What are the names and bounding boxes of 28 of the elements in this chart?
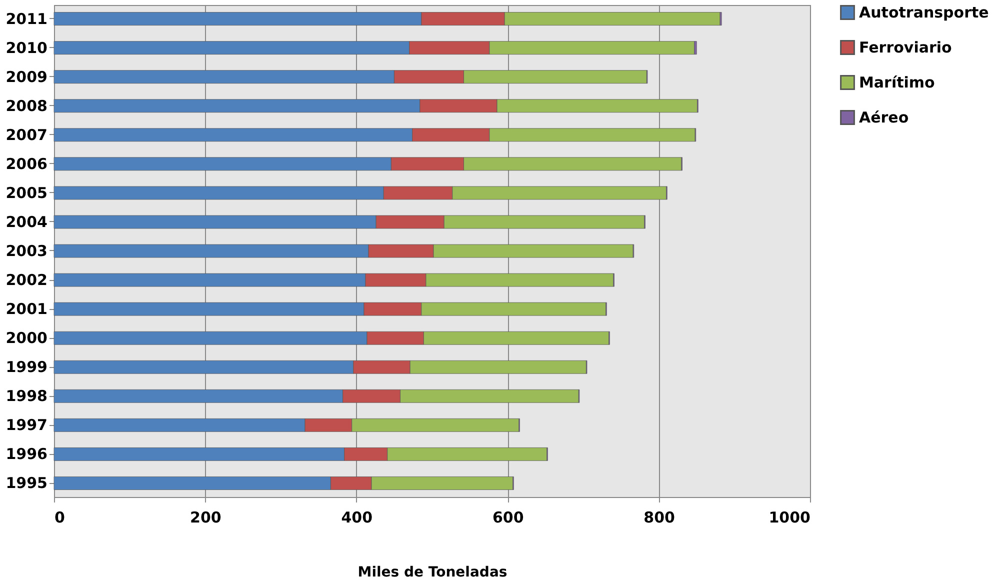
legend-label: Autotransporte xyxy=(859,4,989,22)
legend-label: Aéreo xyxy=(859,108,909,126)
x-tick-label: 1000 xyxy=(768,508,810,526)
x-tick-label: 400 xyxy=(341,508,373,526)
y-tick-label: 2001 xyxy=(6,300,48,318)
y-tick-label: 1999 xyxy=(6,358,48,376)
x-tick-label: 0 xyxy=(54,508,65,526)
x-tick-label: 200 xyxy=(190,508,222,526)
y-tick-label: 1996 xyxy=(6,445,48,464)
y-tick-label: 2002 xyxy=(6,271,48,290)
y-tick-label: 2010 xyxy=(6,38,48,57)
y-tick-label: 1998 xyxy=(6,387,48,406)
y-tick-label: 2008 xyxy=(6,96,48,115)
y-tick-label: 2003 xyxy=(6,242,48,260)
y-tick-label: 1995 xyxy=(6,474,48,492)
y-tick-label: 2000 xyxy=(6,329,48,348)
y-tick-label: 2004 xyxy=(6,212,48,231)
y-tick-label: 2006 xyxy=(6,154,48,173)
x-axis-title: Miles de Toneladas xyxy=(358,564,508,580)
y-tick-label: 2005 xyxy=(6,184,48,202)
legend-label: Ferroviario xyxy=(859,38,952,56)
y-tick-label: 2007 xyxy=(6,126,48,144)
y-tick-label: 1997 xyxy=(6,416,48,434)
y-tick-label: 2011 xyxy=(6,10,48,28)
legend-label: Marítimo xyxy=(859,74,935,92)
y-tick-label: 2009 xyxy=(6,68,48,86)
x-tick-label: 600 xyxy=(492,508,524,526)
x-tick-label: 800 xyxy=(644,508,675,526)
